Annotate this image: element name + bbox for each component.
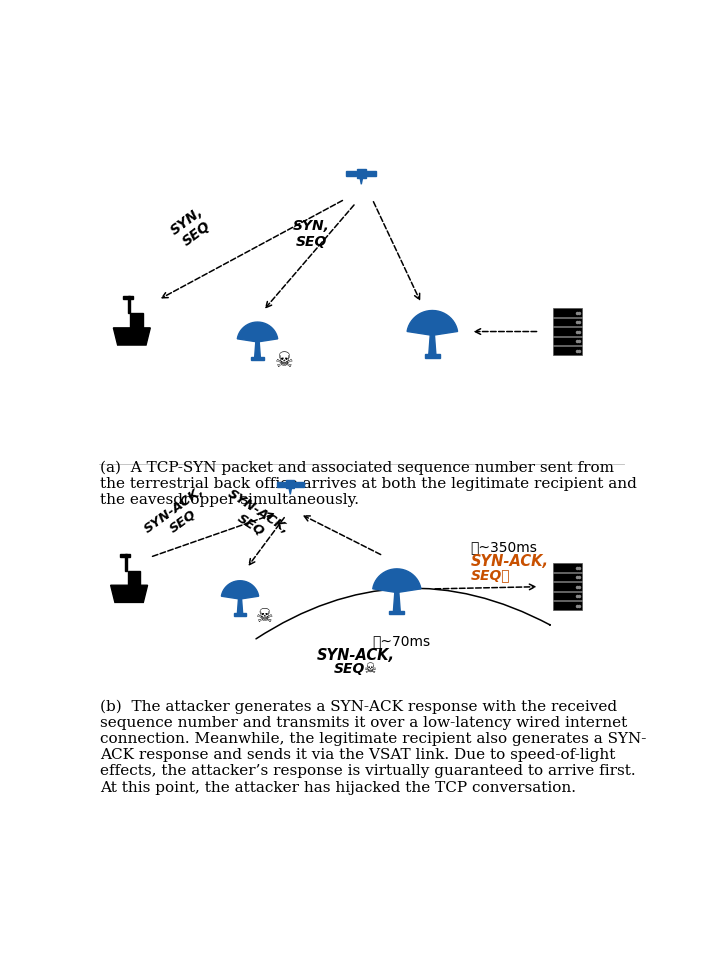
Text: SYN,
SEQ: SYN, SEQ: [293, 219, 329, 249]
Text: ⏱~350ms: ⏱~350ms: [471, 540, 537, 554]
FancyArrowPatch shape: [256, 588, 550, 639]
Text: ☠: ☠: [274, 350, 293, 371]
Polygon shape: [407, 310, 458, 335]
Polygon shape: [238, 322, 278, 342]
Polygon shape: [360, 178, 362, 184]
Polygon shape: [346, 171, 356, 176]
Text: SYN-ACK,
SEQ: SYN-ACK, SEQ: [218, 487, 292, 549]
Polygon shape: [295, 482, 304, 487]
Polygon shape: [393, 592, 400, 611]
Polygon shape: [120, 554, 130, 557]
Polygon shape: [130, 313, 142, 328]
Polygon shape: [553, 328, 582, 336]
Polygon shape: [255, 342, 260, 357]
Polygon shape: [553, 308, 582, 317]
Polygon shape: [111, 585, 147, 603]
Polygon shape: [553, 563, 582, 572]
Polygon shape: [553, 602, 582, 610]
Polygon shape: [238, 599, 243, 613]
Text: SYN-ACK,
SEQ: SYN-ACK, SEQ: [142, 483, 215, 547]
Text: SYN,
SEQ: SYN, SEQ: [168, 204, 216, 250]
Polygon shape: [553, 318, 582, 327]
Polygon shape: [553, 592, 582, 601]
Polygon shape: [221, 581, 259, 599]
Polygon shape: [123, 296, 133, 299]
Text: (a)  A TCP-SYN packet and associated sequence number sent from
the terrestrial b: (a) A TCP-SYN packet and associated sequ…: [100, 460, 637, 507]
Polygon shape: [373, 569, 421, 592]
Polygon shape: [251, 357, 264, 360]
Text: SYN-ACK,: SYN-ACK,: [471, 554, 548, 569]
Polygon shape: [125, 554, 127, 571]
Polygon shape: [114, 328, 150, 345]
Polygon shape: [553, 347, 582, 355]
Polygon shape: [289, 489, 291, 495]
Polygon shape: [553, 337, 582, 346]
Text: (b)  The attacker generates a SYN-ACK response with the received
sequence number: (b) The attacker generates a SYN-ACK res…: [100, 699, 646, 795]
Text: SEQ☠: SEQ☠: [334, 662, 378, 676]
Polygon shape: [424, 354, 440, 358]
Polygon shape: [128, 296, 130, 313]
Polygon shape: [128, 571, 140, 585]
Polygon shape: [367, 171, 376, 176]
Polygon shape: [357, 169, 366, 178]
Polygon shape: [553, 573, 582, 582]
Polygon shape: [276, 482, 286, 487]
Text: ⏱~70ms: ⏱~70ms: [372, 634, 430, 648]
Polygon shape: [429, 335, 436, 354]
Polygon shape: [286, 480, 295, 489]
Polygon shape: [389, 611, 404, 614]
Text: SEQ🚢: SEQ🚢: [471, 568, 510, 582]
Polygon shape: [234, 613, 246, 616]
Text: SYN-ACK,: SYN-ACK,: [317, 648, 395, 664]
Text: ☠: ☠: [255, 607, 273, 626]
Polygon shape: [553, 583, 582, 591]
